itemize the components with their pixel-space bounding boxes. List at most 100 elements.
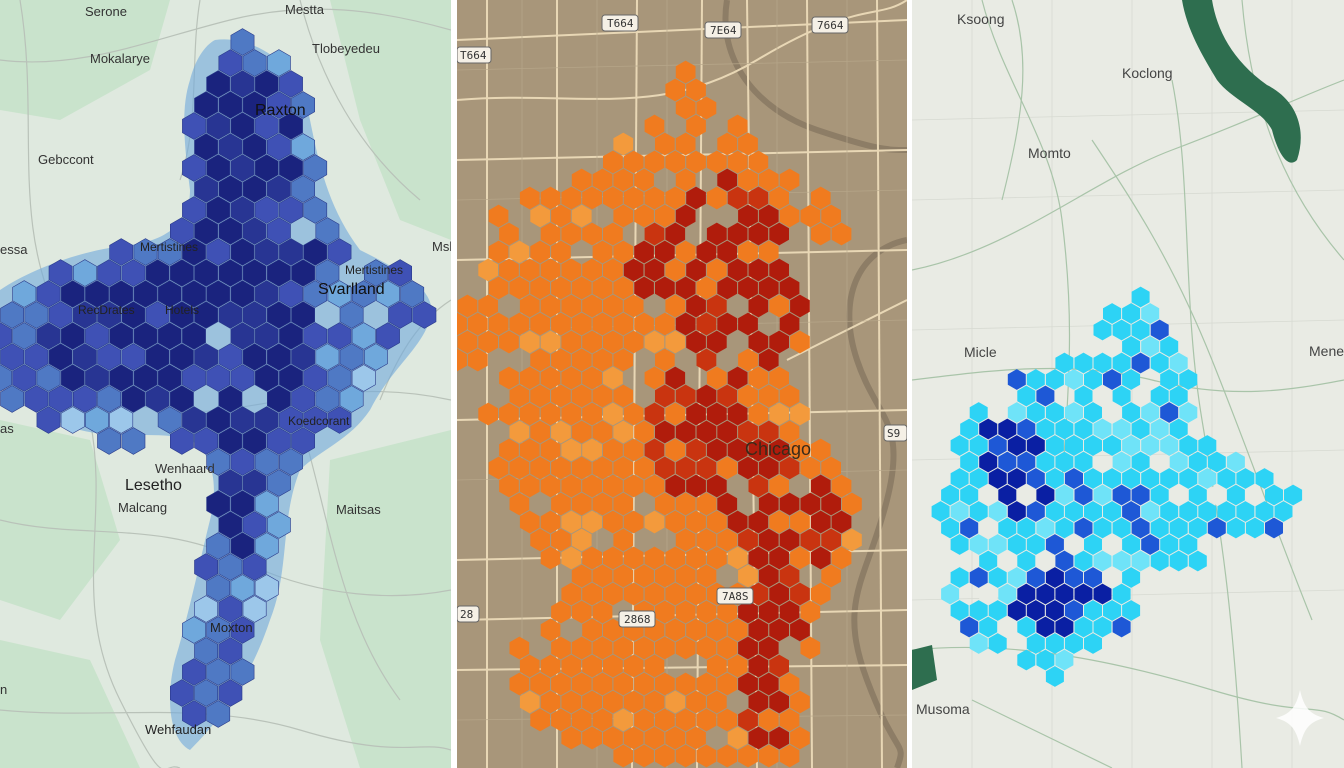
orange-hex-cell — [800, 528, 821, 552]
orange-hex-cell — [769, 690, 789, 714]
label-mene: Mene — [1309, 343, 1344, 359]
blue-hex-cell — [206, 700, 231, 728]
cyan-hexbin-map-panel[interactable]: Ksoong Koclong Momto Micle Mene Musoma — [912, 0, 1344, 768]
orange-hex-cell — [499, 366, 519, 390]
orange-hex-cell — [592, 276, 613, 300]
orange-hex-cell — [561, 546, 582, 570]
orange-hex-cell — [738, 204, 758, 228]
orange-hex-cell — [717, 456, 738, 480]
orange-hex-cell — [551, 240, 571, 264]
cyan-hex-cell — [1074, 352, 1093, 374]
orange-hex-cell — [634, 456, 654, 480]
cyan-hex-cell — [1179, 468, 1198, 489]
blue-hex-cell — [109, 406, 134, 434]
cyan-map-labels: Ksoong Koclong Momto Micle Mene Musoma — [916, 11, 1344, 717]
orange-hex-cell — [603, 294, 623, 318]
cyan-hex-cell — [1103, 402, 1122, 423]
label-hotels: Hotels — [165, 303, 199, 317]
cyan-hex-cell — [1188, 517, 1207, 539]
cyan-hex-cell — [960, 451, 979, 473]
cyan-hex-cell — [1112, 583, 1131, 605]
blue-map-canvas[interactable]: Serone Mestta Mokalarye Tlobeyedeu Raxto… — [0, 0, 451, 768]
orange-map-canvas[interactable]: T664 7E64 7664 T664 S9 2868 7A8S 28 Chic… — [457, 0, 907, 768]
blue-hex-cell — [206, 574, 231, 602]
orange-hex-cell — [623, 510, 644, 534]
orange-hex-cell — [686, 438, 706, 462]
blue-hex-cell — [206, 616, 231, 644]
orange-hex-cell — [488, 456, 509, 480]
blue-hex-cell — [291, 91, 315, 119]
orange-hex-cell — [665, 546, 686, 570]
orange-hex-cell — [530, 276, 550, 300]
blue-hex-cell — [254, 490, 279, 518]
cyan-hex-cell — [1141, 303, 1160, 324]
orange-hex-cell — [478, 294, 498, 318]
orange-hex-cell — [551, 204, 571, 228]
blue-hex-cell — [279, 364, 303, 392]
orange-hex-cell — [530, 240, 550, 264]
blue-hex-cell — [109, 238, 134, 266]
cyan-hex-cell — [1007, 567, 1026, 588]
orange-hex-cell — [571, 564, 592, 588]
blue-hex-cell — [254, 196, 279, 224]
blue-hex-cell — [206, 532, 231, 560]
orange-hex-cell — [613, 132, 634, 156]
blue-hex-cell — [48, 301, 73, 329]
blue-hex-cell — [133, 238, 158, 266]
orange-hex-cell — [665, 366, 686, 390]
blue-hex-cell — [327, 280, 352, 308]
cyan-hex-cell — [969, 435, 988, 456]
cyan-hex-cell — [1160, 402, 1179, 423]
cyan-hex-cell — [1045, 600, 1064, 621]
blue-hex-cell — [12, 364, 37, 392]
blue-hex-cell — [73, 301, 97, 329]
blue-hex-cell — [194, 259, 218, 287]
cyan-hex-cell — [1131, 352, 1150, 374]
orange-hex-cell — [779, 744, 800, 768]
cyan-hex-cell — [1055, 616, 1074, 638]
orange-hex-cell — [592, 564, 613, 588]
orange-hex-cell — [727, 186, 748, 210]
blue-hex-cell — [315, 385, 340, 413]
orange-hex-cell — [675, 492, 696, 516]
orange-hex-cell — [655, 204, 675, 228]
blue-hex-cell — [242, 301, 267, 329]
orange-hex-cell — [758, 564, 779, 588]
blue-hex-cell — [60, 322, 85, 350]
blue-hex-cell — [170, 259, 194, 287]
orange-hex-cell — [540, 222, 561, 246]
cyan-hex-cell — [1026, 435, 1045, 456]
cyan-hex-cell — [1074, 583, 1093, 605]
blue-hex-cell — [206, 280, 231, 308]
orange-hex-cell — [696, 636, 717, 660]
cyan-hex-cell — [1007, 600, 1026, 621]
orange-hex-cell — [665, 78, 686, 102]
blue-map-labels: Serone Mestta Mokalarye Tlobeyedeu Raxto… — [0, 2, 451, 737]
orange-hexbin-map-panel[interactable]: T664 7E64 7664 T664 S9 2868 7A8S 28 Chic… — [457, 0, 907, 768]
cyan-hex-cell — [1112, 484, 1131, 506]
orange-hex-cell — [519, 186, 540, 210]
blue-hex-cell — [230, 490, 255, 518]
blue-hex-cell — [206, 112, 231, 140]
orange-hex-cell — [634, 276, 654, 300]
blue-hex-cell — [218, 595, 243, 623]
orange-hex-cell — [530, 708, 550, 732]
cyan-hex-cell — [1017, 649, 1036, 671]
blue-hex-cell — [157, 322, 182, 350]
blue-hexbin-map-panel[interactable]: Serone Mestta Mokalarye Tlobeyedeu Raxto… — [0, 0, 451, 768]
orange-hex-cell — [551, 420, 571, 444]
orange-hex-cell — [790, 402, 810, 426]
cyan-hex-cell — [1074, 418, 1093, 440]
orange-hex-cell — [582, 546, 602, 570]
blue-hex-cell — [267, 427, 291, 455]
orange-hex-cell — [623, 474, 644, 498]
orange-hex-cell — [779, 528, 800, 552]
orange-hex-cell — [499, 330, 519, 354]
orange-hex-cell — [634, 744, 654, 768]
orange-hex-cell — [790, 618, 810, 642]
cyan-map-canvas[interactable]: Ksoong Koclong Momto Micle Mene Musoma — [912, 0, 1344, 768]
blue-hex-cell — [218, 49, 243, 77]
cyan-hex-cell — [1103, 567, 1122, 588]
orange-hex-cell — [675, 96, 696, 120]
label-lesetho: Lesetho — [125, 477, 182, 494]
